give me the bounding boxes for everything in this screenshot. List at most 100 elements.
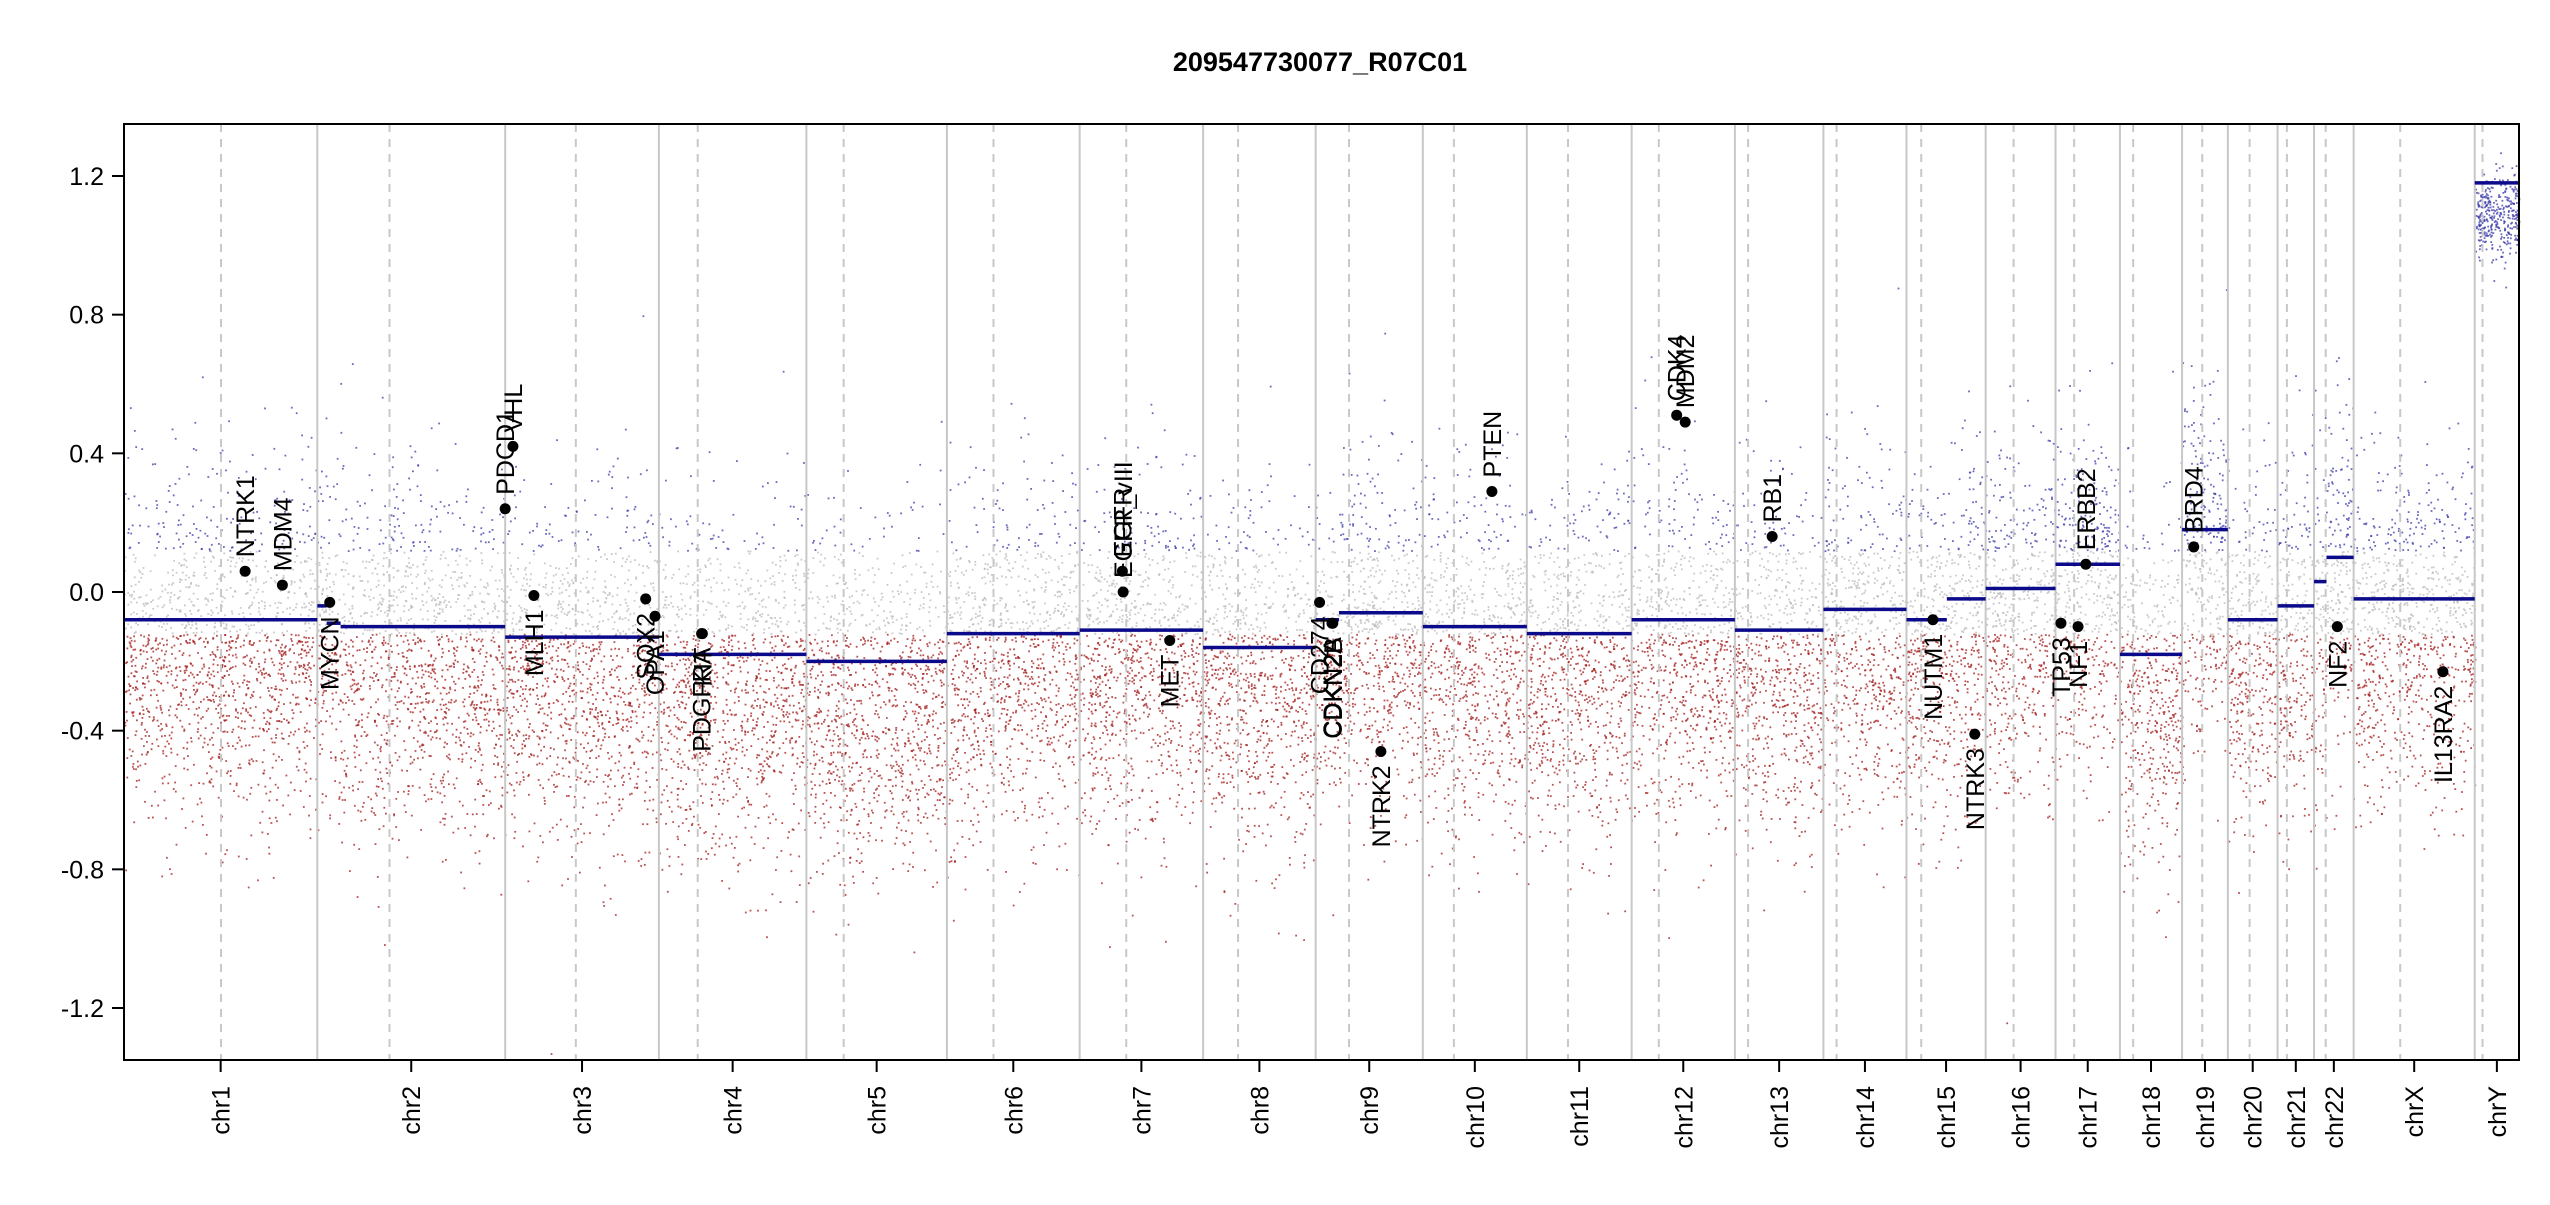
probe-point <box>645 751 648 754</box>
probe-point <box>136 680 138 683</box>
probe-point <box>448 783 450 786</box>
probe-point <box>359 664 362 666</box>
probe-point <box>270 737 273 740</box>
probe-point <box>493 538 495 541</box>
probe-point <box>235 656 238 659</box>
probe-point <box>410 617 413 620</box>
probe-point <box>130 626 133 629</box>
probe-point <box>525 738 527 740</box>
probe-point <box>165 629 167 631</box>
probe-point <box>358 848 361 850</box>
probe-point <box>361 713 363 716</box>
probe-point <box>180 579 183 581</box>
probe-point <box>710 586 712 589</box>
probe-point <box>686 523 689 526</box>
probe-point <box>499 513 501 516</box>
probe-point <box>620 754 622 757</box>
probe-point <box>793 603 796 606</box>
probe-point <box>311 573 314 575</box>
probe-point <box>675 725 677 728</box>
probe-point <box>592 648 595 651</box>
probe-point <box>782 764 784 767</box>
probe-point <box>481 679 483 682</box>
probe-point <box>484 656 487 658</box>
probe-point <box>422 604 425 606</box>
probe-point <box>606 558 608 560</box>
probe-point <box>480 533 483 536</box>
probe-point <box>217 687 220 690</box>
probe-point <box>609 717 611 719</box>
probe-point <box>537 599 539 602</box>
probe-point <box>441 636 443 638</box>
probe-point <box>413 758 415 761</box>
probe-point <box>486 833 489 836</box>
probe-point <box>148 634 150 637</box>
probe-point <box>518 620 520 623</box>
probe-point <box>288 649 291 652</box>
probe-point <box>235 637 238 640</box>
probe-point <box>665 634 668 637</box>
probe-point <box>200 615 203 617</box>
probe-point <box>405 600 408 603</box>
probe-point <box>540 749 542 752</box>
probe-point <box>737 742 740 744</box>
probe-point <box>245 592 248 595</box>
probe-point <box>192 639 194 642</box>
probe-point <box>439 638 441 641</box>
probe-point <box>317 629 320 632</box>
probe-point <box>681 702 684 704</box>
probe-point <box>303 541 306 544</box>
probe-point <box>156 605 159 608</box>
probe-point <box>755 724 758 726</box>
probe-point <box>579 777 582 780</box>
probe-point <box>301 648 303 651</box>
probe-point <box>573 693 576 696</box>
probe-point <box>126 737 129 739</box>
probe-point <box>189 671 192 674</box>
probe-point <box>175 532 178 535</box>
probe-point <box>255 580 257 583</box>
probe-point <box>592 781 595 783</box>
probe-point <box>275 709 278 712</box>
probe-point <box>793 684 795 687</box>
probe-point <box>162 623 165 625</box>
probe-point <box>700 858 703 860</box>
probe-point <box>495 743 497 746</box>
probe-point <box>616 717 619 719</box>
probe-point <box>590 616 593 618</box>
probe-point <box>211 684 213 687</box>
probe-point <box>683 681 686 683</box>
probe-point <box>248 744 251 747</box>
probe-point <box>488 724 490 727</box>
probe-point <box>142 602 145 605</box>
probe-point <box>513 837 516 840</box>
probe-point <box>321 748 324 750</box>
probe-point <box>563 643 566 646</box>
probe-point <box>605 801 608 804</box>
probe-point <box>227 491 229 494</box>
probe-point <box>426 692 428 694</box>
probe-point <box>497 764 499 766</box>
probe-point <box>164 588 167 591</box>
probe-point <box>520 704 523 707</box>
probe-point <box>284 454 287 457</box>
probe-point <box>582 577 585 580</box>
probe-point <box>397 653 400 655</box>
probe-point <box>409 762 412 765</box>
probe-point <box>261 673 263 676</box>
probe-point <box>544 586 547 589</box>
probe-point <box>703 832 706 834</box>
probe-point <box>508 552 511 554</box>
probe-point <box>326 671 328 673</box>
probe-point <box>764 638 767 641</box>
probe-point <box>390 666 393 669</box>
probe-point <box>489 569 492 572</box>
probe-point <box>385 650 387 653</box>
probe-point <box>249 604 251 607</box>
probe-point <box>704 716 706 718</box>
probe-point <box>440 554 443 556</box>
probe-point <box>140 723 143 726</box>
probe-point <box>303 664 306 667</box>
probe-point <box>185 574 188 577</box>
probe-point <box>509 520 512 523</box>
